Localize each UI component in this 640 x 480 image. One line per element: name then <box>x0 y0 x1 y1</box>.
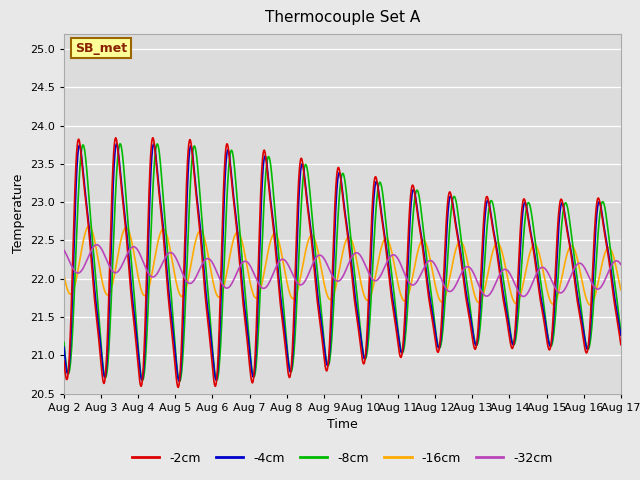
-32cm <box>606 265 614 271</box>
-4cm <box>298 161 306 167</box>
-8cm <box>176 378 184 384</box>
-2cm <box>124 247 131 253</box>
-2cm <box>547 346 554 351</box>
-2cm <box>274 276 282 281</box>
Text: SB_met: SB_met <box>75 42 127 55</box>
-2cm <box>157 206 164 212</box>
-4cm <box>175 378 183 384</box>
Line: -2cm: -2cm <box>64 138 621 387</box>
-2cm <box>174 384 182 390</box>
-16cm <box>60 272 68 278</box>
-2cm <box>606 268 614 274</box>
Line: -16cm: -16cm <box>64 226 621 305</box>
Legend: -2cm, -4cm, -8cm, -16cm, -32cm: -2cm, -4cm, -8cm, -16cm, -32cm <box>127 447 558 469</box>
-8cm <box>116 141 124 147</box>
-4cm <box>547 343 554 349</box>
-16cm <box>586 302 594 308</box>
-16cm <box>124 226 132 232</box>
-32cm <box>520 293 527 299</box>
-16cm <box>617 287 625 293</box>
-32cm <box>298 282 306 288</box>
-16cm <box>606 246 614 252</box>
-8cm <box>606 246 614 252</box>
-32cm <box>93 242 100 248</box>
X-axis label: Time: Time <box>327 418 358 431</box>
-4cm <box>274 265 282 271</box>
-16cm <box>157 229 164 235</box>
-16cm <box>274 235 282 241</box>
-4cm <box>606 261 614 267</box>
-32cm <box>547 275 554 280</box>
-4cm <box>124 240 132 245</box>
-8cm <box>124 216 132 221</box>
-2cm <box>617 342 625 348</box>
-16cm <box>85 223 93 229</box>
-16cm <box>298 268 306 274</box>
-32cm <box>124 250 132 256</box>
-32cm <box>157 264 164 270</box>
Title: Thermocouple Set A: Thermocouple Set A <box>265 11 420 25</box>
-4cm <box>157 201 164 206</box>
-8cm <box>60 339 68 345</box>
-2cm <box>149 135 157 141</box>
-8cm <box>617 329 625 335</box>
-4cm <box>113 141 120 147</box>
-8cm <box>547 343 554 348</box>
Line: -8cm: -8cm <box>64 144 621 381</box>
-8cm <box>157 164 164 169</box>
-4cm <box>617 332 625 338</box>
-4cm <box>60 344 68 350</box>
Y-axis label: Temperature: Temperature <box>12 174 24 253</box>
-16cm <box>546 298 554 303</box>
-32cm <box>617 262 625 267</box>
-32cm <box>274 261 282 267</box>
-8cm <box>298 190 306 195</box>
Line: -4cm: -4cm <box>64 144 621 381</box>
-32cm <box>60 247 68 253</box>
-8cm <box>274 243 282 249</box>
Line: -32cm: -32cm <box>64 245 621 296</box>
-2cm <box>298 157 306 163</box>
-2cm <box>60 359 68 364</box>
